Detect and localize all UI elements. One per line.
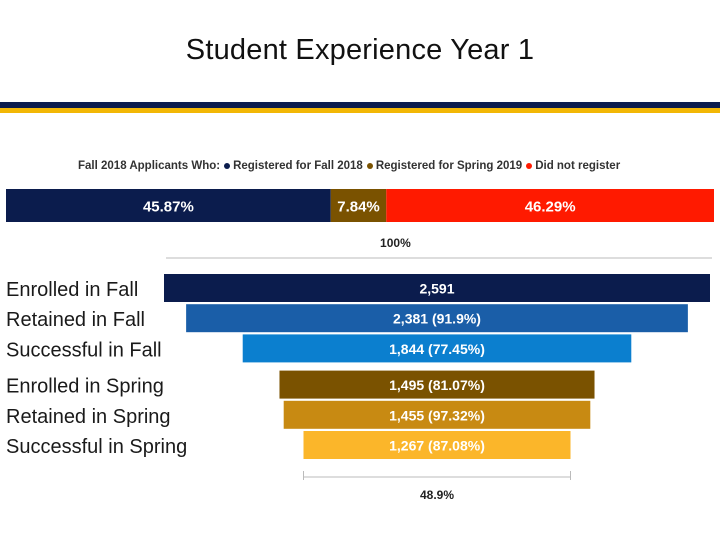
- slide-title: Student Experience Year 1: [185, 34, 535, 66]
- legend-item-did-not-register: Did not register: [526, 160, 620, 172]
- stacked-bar-label-registered-for-fall-2018: 45.87%: [143, 199, 194, 216]
- funnel-value-label-successful-in-spring: 1,267 (87.08%): [389, 438, 485, 454]
- stacked-bar-segment-did-not-register: [386, 189, 714, 222]
- legend-dot-did-not-register: [526, 163, 533, 169]
- legend-label-registered-spring: Registered for Spring 2019: [375, 160, 523, 172]
- funnel-value-label-retained-in-fall: 2,381 (91.9%): [393, 311, 481, 327]
- funnel-category-label-enrolled-in-fall: Enrolled in Fall: [6, 279, 138, 301]
- header-rule-navy: [0, 102, 720, 108]
- stacked-bar-segment-registered-for-spring-2019: [330, 189, 387, 222]
- funnel-bar-successful-in-fall: [242, 334, 632, 363]
- stacked-bar-label-registered-for-spring-2019: 7.84%: [337, 199, 380, 216]
- funnel-bar-retained-in-spring: [283, 400, 591, 429]
- legend-item-registered-fall: Registered for Fall 2018: [224, 160, 363, 172]
- funnel-value-label-enrolled-in-fall: 2,591: [419, 281, 454, 297]
- funnel-category-label-successful-in-fall: Successful in Fall: [6, 339, 162, 361]
- chart-legend: Fall 2018 Applicants Who: Registered for…: [78, 158, 620, 174]
- legend-prefix: Fall 2018 Applicants Who:: [78, 160, 221, 172]
- funnel-value-label-retained-in-spring: 1,455 (97.32%): [389, 407, 485, 423]
- funnel-category-label-enrolled-in-spring: Enrolled in Spring: [6, 376, 164, 398]
- funnel-bar-enrolled-in-fall: [164, 274, 710, 302]
- funnel-category-label-successful-in-spring: Successful in Spring: [6, 436, 187, 458]
- legend-label-did-not-register: Did not register: [535, 160, 621, 172]
- legend-label-registered-fall: Registered for Fall 2018: [233, 160, 363, 172]
- funnel-value-label-successful-in-fall: 1,844 (77.45%): [389, 341, 485, 357]
- funnel-value-label-enrolled-in-spring: 1,495 (81.07%): [389, 377, 485, 393]
- funnel-bar-retained-in-fall: [186, 304, 688, 333]
- header-rule-gold: [0, 108, 720, 113]
- legend-dot-registered-spring: [366, 163, 373, 169]
- funnel-overall-label: 48.9%: [420, 488, 454, 502]
- legend-dot-registered-fall: [224, 163, 231, 169]
- stacked-bar-segment-registered-for-fall-2018: [6, 189, 331, 222]
- stacked-bar-label-did-not-register: 46.29%: [525, 199, 576, 216]
- funnel-bar-enrolled-in-spring: [279, 370, 595, 399]
- funnel-category-label-retained-in-spring: Retained in Spring: [6, 406, 171, 428]
- funnel-category-label-retained-in-fall: Retained in Fall: [6, 309, 145, 331]
- stacked-total-label: 100%: [380, 236, 411, 250]
- legend-item-registered-spring: Registered for Spring 2019: [366, 160, 523, 172]
- funnel-bar-successful-in-spring: [303, 431, 571, 459]
